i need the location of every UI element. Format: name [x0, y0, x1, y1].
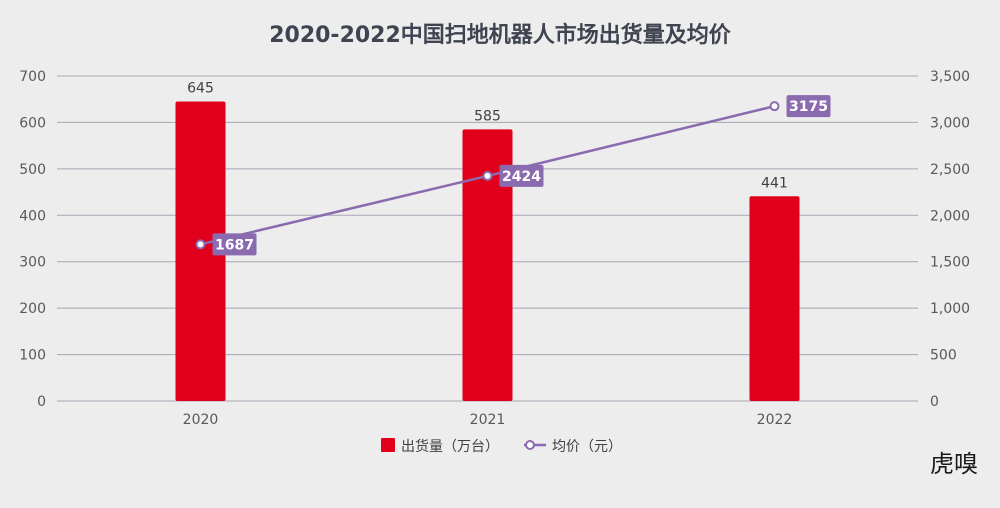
right-tick-label: 500 — [930, 348, 957, 364]
right-tick-label: 0 — [930, 394, 939, 410]
legend: 出货量（万台） 均价（元） — [381, 438, 622, 455]
line-value-box — [499, 164, 544, 187]
left-tick-label: 200 — [19, 301, 46, 317]
x-axis: 2020 2021 2022 — [183, 412, 793, 428]
x-tick-label: 2022 — [757, 412, 793, 428]
legend-bar-swatch — [381, 438, 395, 452]
line-value-box — [212, 233, 257, 256]
legend-bar-label: 出货量（万台） — [401, 438, 499, 455]
line-value-label: 2424 — [502, 169, 541, 185]
legend-line-label: 均价（元） — [552, 439, 622, 455]
right-tick-label: 1,000 — [930, 301, 970, 317]
bar — [175, 101, 226, 402]
left-tick-label: 0 — [37, 394, 46, 410]
line-point — [482, 170, 493, 181]
chart-title: 2020-2022中国扫地机器人市场出货量及均价 — [269, 22, 732, 48]
line-value-box — [786, 95, 831, 118]
right-tick-label: 3,000 — [930, 115, 970, 131]
bar-value-label: 645 — [187, 81, 214, 97]
line-value-label: 1687 — [215, 237, 254, 253]
bar — [462, 129, 513, 401]
legend-line-marker — [525, 440, 535, 450]
right-tick-label: 1,500 — [930, 255, 970, 271]
left-tick-label: 300 — [19, 255, 46, 271]
x-tick-label: 2020 — [183, 412, 219, 428]
bar-value-label: 585 — [474, 108, 501, 124]
bar — [749, 196, 800, 401]
watermark-logo: 虎嗅 — [930, 450, 978, 478]
right-tick-label: 2,500 — [930, 162, 970, 178]
line-value-label: 3175 — [789, 99, 828, 115]
line-point — [195, 239, 206, 250]
left-tick-label: 400 — [19, 208, 46, 224]
left-tick-label: 600 — [19, 115, 46, 131]
right-axis: 0 500 1,000 1,500 2,000 2,500 3,000 3,500 — [930, 69, 970, 410]
bar-series: 645 585 441 — [175, 81, 800, 402]
right-tick-label: 3,500 — [930, 69, 970, 85]
left-axis: 0 100 200 300 400 500 600 700 — [19, 69, 46, 410]
line-point — [769, 101, 780, 112]
right-tick-label: 2,000 — [930, 208, 970, 224]
left-tick-label: 700 — [19, 69, 46, 85]
x-tick-label: 2021 — [470, 412, 506, 428]
line-series: 1687 2424 3175 — [195, 95, 831, 256]
bar-value-label: 441 — [761, 175, 788, 191]
left-tick-label: 100 — [19, 348, 46, 364]
left-tick-label: 500 — [19, 162, 46, 178]
